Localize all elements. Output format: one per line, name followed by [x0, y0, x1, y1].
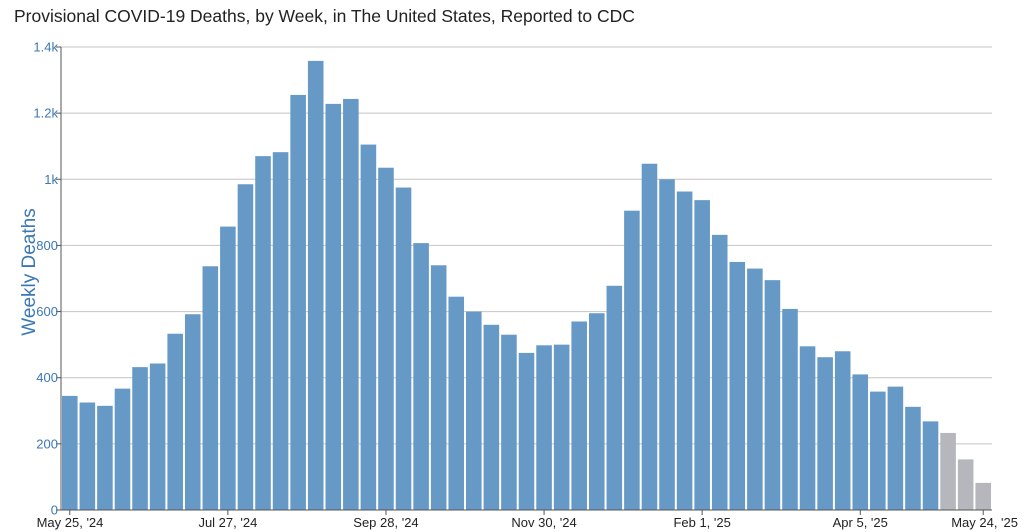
chart-title: Provisional COVID-19 Deaths, by Week, in…	[14, 6, 635, 26]
bar[interactable]	[536, 345, 552, 510]
bar-incomplete[interactable]	[940, 432, 956, 510]
bar[interactable]	[606, 285, 623, 510]
bar[interactable]	[852, 374, 869, 510]
bar[interactable]	[220, 226, 236, 510]
bar-incomplete[interactable]	[975, 482, 991, 510]
bar[interactable]	[518, 352, 535, 510]
bar[interactable]	[641, 163, 658, 511]
bar[interactable]	[659, 179, 675, 511]
bar[interactable]	[79, 402, 96, 510]
x-tick-label: Nov 30, '24	[511, 515, 576, 530]
bar[interactable]	[571, 321, 587, 510]
bar[interactable]	[747, 268, 763, 510]
bar[interactable]	[325, 103, 342, 510]
bar-incomplete[interactable]	[957, 459, 974, 510]
x-tick-label: Sep 28, '24	[353, 515, 418, 530]
y-tick-label: 1.4k	[33, 40, 58, 55]
bars	[62, 60, 991, 511]
bar[interactable]	[184, 314, 201, 510]
axes: 0 200 400 600 800 1k 1.2k 1.4k May 25, '24 Jul 27…	[33, 40, 1018, 531]
bar[interactable]	[343, 98, 359, 511]
bar[interactable]	[711, 234, 728, 510]
bar[interactable]	[694, 200, 710, 510]
bar[interactable]	[307, 60, 324, 510]
bar[interactable]	[430, 265, 447, 510]
bar[interactable]	[378, 167, 394, 510]
x-tick-label: Feb 1, '25	[673, 515, 730, 530]
y-tick-label: 400	[36, 370, 58, 385]
bar[interactable]	[782, 308, 798, 510]
bar[interactable]	[114, 388, 131, 510]
bar[interactable]	[290, 94, 306, 510]
bar[interactable]	[360, 144, 377, 510]
x-tick-label: Apr 5, '25	[833, 515, 888, 530]
bar[interactable]	[255, 156, 271, 510]
bar[interactable]	[202, 266, 219, 510]
bar[interactable]	[588, 313, 605, 510]
bar[interactable]	[553, 344, 570, 510]
bar[interactable]	[97, 405, 113, 510]
bar[interactable]	[676, 191, 693, 510]
y-tick-label: 800	[36, 238, 58, 253]
bar[interactable]	[483, 324, 500, 510]
bar[interactable]	[413, 243, 429, 511]
bar[interactable]	[466, 311, 482, 510]
bar[interactable]	[62, 395, 78, 510]
y-tick-label: 0	[51, 503, 58, 518]
bar[interactable]	[834, 351, 851, 510]
x-tick-label: May 24, '25	[951, 515, 1018, 530]
bar[interactable]	[167, 333, 183, 510]
bar[interactable]	[764, 280, 781, 510]
bar[interactable]	[905, 406, 921, 510]
y-tick-label: 1.2k	[33, 106, 58, 121]
y-tick-label: 200	[36, 436, 58, 451]
bar[interactable]	[272, 152, 289, 511]
bar[interactable]	[132, 367, 148, 510]
x-tick-label: Jul 27, '24	[198, 515, 257, 530]
bar[interactable]	[448, 296, 465, 510]
bar[interactable]	[922, 421, 939, 510]
x-tick-label: May 25, '24	[37, 515, 104, 530]
y-tick-label: 1k	[44, 172, 58, 187]
bar[interactable]	[149, 363, 166, 510]
y-tick-label: 600	[36, 304, 58, 319]
bar[interactable]	[501, 334, 517, 510]
bar[interactable]	[237, 184, 254, 510]
bar[interactable]	[729, 261, 746, 510]
bar[interactable]	[870, 391, 886, 510]
bar[interactable]	[624, 210, 640, 510]
bar[interactable]	[395, 187, 412, 511]
bar[interactable]	[887, 386, 904, 510]
y-axis-label: Weekly Deaths	[19, 208, 40, 335]
bar[interactable]	[799, 346, 816, 510]
bar[interactable]	[817, 357, 833, 510]
